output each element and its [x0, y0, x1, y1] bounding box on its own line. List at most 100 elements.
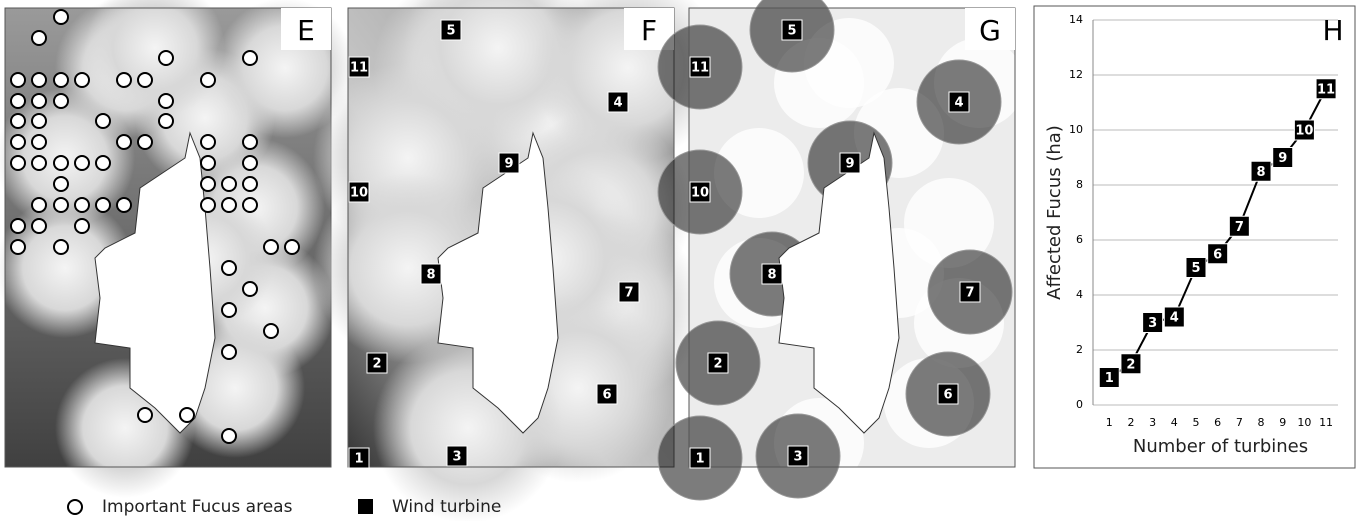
fucus-area — [96, 198, 110, 212]
turbine-label: 3 — [793, 450, 802, 465]
turbine-label: 2 — [713, 357, 722, 372]
turbine-label: 7 — [624, 286, 633, 301]
fucus-area — [32, 219, 46, 233]
fucus-area — [222, 429, 236, 443]
fucus-area — [11, 114, 25, 128]
turbine-label: 4 — [613, 96, 622, 111]
legend-square — [358, 499, 373, 514]
x-tick-label: 1 — [1106, 416, 1113, 429]
fucus-area — [243, 177, 257, 191]
turbine-label: 8 — [426, 268, 435, 283]
turbine-label: 5 — [446, 24, 455, 39]
fucus-area — [11, 219, 25, 233]
fucus-area — [138, 73, 152, 87]
fucus-area — [32, 156, 46, 170]
x-tick-label: 2 — [1127, 416, 1134, 429]
fucus-area — [138, 408, 152, 422]
figure: EF5114910872613G5114910872613 Important … — [0, 0, 1359, 521]
panel-label: G — [979, 14, 1001, 47]
fucus-area — [54, 240, 68, 254]
fucus-area — [201, 156, 215, 170]
fucus-area — [222, 261, 236, 275]
fucus-area — [201, 73, 215, 87]
x-tick-label: 5 — [1192, 416, 1199, 429]
fucus-area — [32, 114, 46, 128]
page: EF5114910872613G5114910872613 Important … — [0, 0, 1359, 521]
legend-label: Important Fucus areas — [102, 497, 293, 517]
panel-label: F — [641, 14, 657, 47]
fucus-area — [264, 240, 278, 254]
fucus-area — [159, 51, 173, 65]
fucus-area — [201, 177, 215, 191]
fucus-area — [243, 135, 257, 149]
turbine-label: 10 — [691, 186, 709, 201]
x-tick-label: 3 — [1149, 416, 1156, 429]
fucus-area — [75, 219, 89, 233]
fucus-area — [11, 240, 25, 254]
fucus-area — [243, 156, 257, 170]
fucus-area — [201, 198, 215, 212]
fucus-area — [222, 345, 236, 359]
fucus-area — [54, 156, 68, 170]
fucus-area — [117, 73, 131, 87]
fucus-area — [75, 198, 89, 212]
point-label: 1 — [1105, 371, 1114, 386]
fucus-area — [11, 156, 25, 170]
x-tick-label: 6 — [1214, 416, 1221, 429]
turbine-label: 4 — [954, 96, 963, 111]
point-label: 2 — [1126, 357, 1135, 372]
point-label: 5 — [1191, 261, 1200, 276]
x-tick-label: 9 — [1279, 416, 1286, 429]
map-panel: E — [0, 0, 355, 498]
fucus-area — [222, 198, 236, 212]
fucus-area — [54, 177, 68, 191]
turbine-label: 2 — [372, 357, 381, 372]
fucus-area — [201, 135, 215, 149]
legend-label: Wind turbine — [392, 497, 501, 517]
fucus-area — [75, 156, 89, 170]
panel-label: E — [297, 14, 315, 47]
turbine-label: 8 — [767, 268, 776, 283]
fucus-area — [243, 51, 257, 65]
x-tick-label: 10 — [1297, 416, 1311, 429]
chart-title: H — [1322, 14, 1343, 47]
fucus-area — [138, 135, 152, 149]
legend-circle — [68, 500, 82, 514]
fucus-area — [96, 114, 110, 128]
point-label: 4 — [1170, 311, 1179, 326]
turbine-label: 1 — [695, 452, 704, 467]
point-label: 7 — [1235, 220, 1244, 235]
y-tick-label: 2 — [1076, 343, 1083, 356]
x-tick-label: 7 — [1236, 416, 1243, 429]
fucus-area — [159, 94, 173, 108]
turbine-label: 7 — [965, 286, 974, 301]
fucus-area — [75, 73, 89, 87]
fucus-area — [264, 324, 278, 338]
point-label: 6 — [1213, 247, 1222, 262]
point-label: 8 — [1257, 165, 1266, 180]
fucus-area — [180, 408, 194, 422]
fucus-area — [32, 135, 46, 149]
point-label: 3 — [1148, 316, 1157, 331]
turbine-label: 6 — [943, 388, 952, 403]
fucus-area — [222, 303, 236, 317]
fucus-area — [11, 73, 25, 87]
fucus-area — [54, 94, 68, 108]
fucus-area — [159, 114, 173, 128]
fucus-area — [32, 31, 46, 45]
y-axis-label: Affected Fucus (ha) — [1044, 125, 1065, 300]
fucus-area — [54, 73, 68, 87]
y-tick-label: 10 — [1069, 123, 1083, 136]
fucus-area — [11, 135, 25, 149]
point-label: 11 — [1317, 82, 1335, 97]
fucus-area — [222, 177, 236, 191]
turbine-label: 11 — [691, 61, 709, 76]
y-tick-label: 0 — [1076, 398, 1083, 411]
turbine-label: 6 — [602, 388, 611, 403]
point-label: 9 — [1278, 151, 1287, 166]
fucus-area — [11, 94, 25, 108]
turbine-label: 5 — [787, 24, 796, 39]
fucus-area — [32, 198, 46, 212]
y-tick-label: 6 — [1076, 233, 1083, 246]
y-tick-label: 4 — [1076, 288, 1083, 301]
